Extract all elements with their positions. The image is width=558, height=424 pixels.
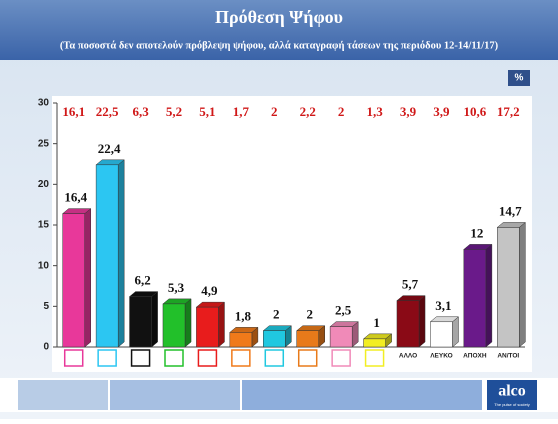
bar bbox=[95, 164, 119, 348]
bar bbox=[229, 332, 253, 348]
y-tick-label: 5 bbox=[43, 301, 49, 312]
bar bbox=[162, 303, 186, 348]
previous-value-label: 3,9 bbox=[400, 104, 417, 119]
value-label: 2,5 bbox=[335, 303, 352, 318]
unit-badge: % bbox=[515, 73, 524, 84]
bar-side bbox=[117, 159, 125, 348]
footer-block bbox=[242, 380, 482, 410]
bar-side bbox=[519, 221, 526, 348]
party-logo bbox=[97, 349, 117, 367]
bar bbox=[497, 227, 520, 348]
previous-value-label: 22,5 bbox=[96, 104, 119, 119]
bar bbox=[196, 306, 219, 348]
value-label: 22,4 bbox=[98, 141, 121, 156]
value-label: 5,7 bbox=[402, 277, 419, 292]
bar bbox=[430, 321, 453, 348]
bar bbox=[363, 338, 386, 348]
y-tick-label: 25 bbox=[38, 138, 50, 149]
bar-side bbox=[84, 208, 91, 348]
bar-side bbox=[485, 243, 493, 348]
bar bbox=[463, 249, 487, 348]
previous-value-label: 10,6 bbox=[463, 104, 486, 119]
previous-value-label: 2 bbox=[338, 104, 345, 119]
party-logo bbox=[130, 349, 151, 367]
previous-value-label: 1,7 bbox=[233, 104, 250, 119]
y-tick-label: 20 bbox=[38, 179, 50, 190]
value-label: 16,4 bbox=[64, 190, 87, 205]
previous-value-label: 17,2 bbox=[497, 104, 520, 119]
party-logo bbox=[63, 349, 84, 367]
chart-subtitle: (Τα ποσοστά δεν αποτελούν πρόβλεψη ψήφου… bbox=[60, 39, 499, 51]
x-tick-label: ΛΕΥΚΟ bbox=[430, 353, 452, 360]
brand: alco bbox=[498, 383, 526, 400]
previous-value-label: 1,3 bbox=[366, 104, 383, 119]
bar-side bbox=[218, 301, 225, 348]
previous-value-label: 16,1 bbox=[62, 104, 85, 119]
unit-badge-box bbox=[508, 70, 530, 86]
bar bbox=[129, 296, 152, 348]
value-label: 1 bbox=[373, 315, 380, 330]
value-label: 14,7 bbox=[499, 203, 522, 218]
x-tick-label: ΑΛΛΟ bbox=[399, 353, 417, 360]
value-label: 3,1 bbox=[435, 298, 451, 313]
value-label: 5,3 bbox=[168, 280, 185, 295]
footer-block bbox=[18, 380, 108, 410]
value-label: 2 bbox=[273, 307, 280, 322]
bar bbox=[296, 330, 319, 348]
x-tick-label: ΑΠΟΧΗ bbox=[463, 353, 487, 360]
bar bbox=[329, 326, 353, 348]
party-logo bbox=[231, 349, 251, 367]
brand-tagline: The pulse of society bbox=[494, 402, 530, 407]
previous-value-label: 2,2 bbox=[300, 104, 316, 119]
chart-title: Πρόθεση Ψήφου bbox=[215, 7, 343, 27]
bar bbox=[396, 300, 420, 348]
party-logo bbox=[197, 349, 218, 367]
party-logo bbox=[331, 349, 351, 367]
party-logo bbox=[264, 349, 285, 367]
party-logo bbox=[164, 349, 184, 367]
value-label: 6,2 bbox=[134, 273, 150, 288]
previous-value-label: 6,3 bbox=[132, 104, 149, 119]
value-label: 4,9 bbox=[201, 283, 218, 298]
previous-value-label: 2 bbox=[271, 104, 278, 119]
footer-block bbox=[110, 380, 240, 410]
value-label: 2 bbox=[306, 307, 313, 322]
party-logo bbox=[364, 349, 385, 367]
bar-side bbox=[184, 298, 192, 348]
y-tick-label: 0 bbox=[43, 342, 49, 353]
party-logo bbox=[297, 349, 318, 367]
previous-value-label: 5,1 bbox=[199, 104, 215, 119]
y-tick-label: 15 bbox=[38, 220, 50, 231]
y-tick-label: 10 bbox=[38, 260, 50, 271]
previous-value-label: 3,9 bbox=[433, 104, 450, 119]
value-label: 12 bbox=[470, 225, 483, 240]
bar bbox=[263, 330, 286, 348]
value-label: 1,8 bbox=[235, 308, 252, 323]
bar-side bbox=[151, 291, 158, 348]
bar bbox=[62, 213, 85, 348]
previous-value-label: 5,2 bbox=[166, 104, 182, 119]
brand-box bbox=[487, 380, 537, 410]
x-tick-label: ΑΝ/ΤΟΙ bbox=[497, 353, 519, 360]
y-tick-label: 30 bbox=[38, 98, 50, 109]
bar-side bbox=[418, 295, 426, 348]
header bbox=[0, 0, 558, 60]
